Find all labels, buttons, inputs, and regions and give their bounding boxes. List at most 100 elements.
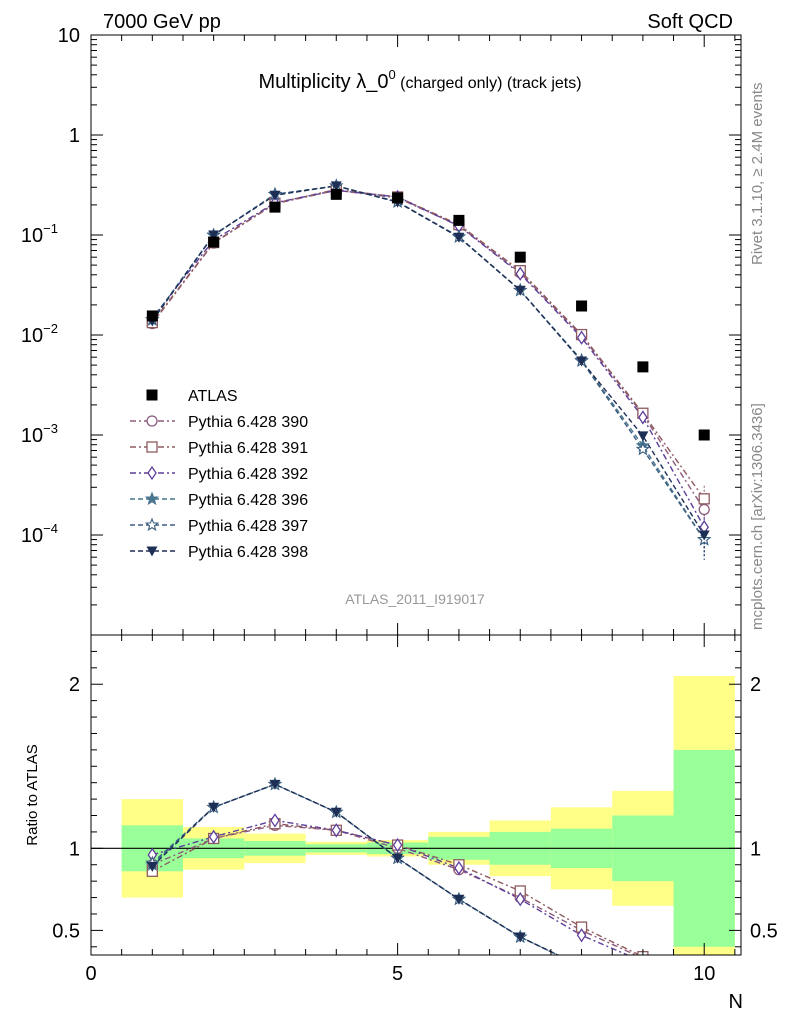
mc-line [151,185,705,540]
ratio-line [152,819,630,955]
ratio-point [331,823,342,838]
ratio-ylabel: Ratio to ATLAS [24,744,41,845]
chart-title-rest: (charged only) (track jets) [396,75,582,92]
ratio-y-tick-label-right: 0.5 [750,920,778,942]
ratio-point [637,980,648,991]
mc-line [151,185,705,540]
y-tick-label-exp: −1 [43,221,58,236]
ratio-line [152,824,638,955]
ratio-point [208,802,220,813]
legend-marker [147,465,157,481]
ratio-line [151,783,560,955]
ratio-point [642,954,644,955]
ratio-point [576,960,587,971]
legend-marker [146,546,158,557]
header-left: 7000 GeV pp [103,11,221,33]
legend-marker [146,441,158,453]
ratio-point [576,960,587,971]
main-series [145,178,712,560]
data-point [208,236,220,248]
mc-point [637,431,649,442]
ratio-point [453,894,465,905]
mc-line [151,189,705,510]
legend-marker [146,389,158,401]
mc-point [208,230,220,241]
mc-point [330,181,342,192]
y-tick-label: 10−2 [21,321,58,347]
mc-point [515,266,526,281]
ratio-point [637,975,648,985]
y-tick-label-base: 10 [21,525,43,547]
ratio-ticks: 0.5 0.5 1 1 2 2 [52,635,778,955]
y-tick-label-exp: −3 [43,421,58,436]
y-tick-label-exp: −4 [43,521,58,536]
mc-point [698,493,710,505]
ratio-point [270,813,280,828]
ratio-series [145,776,710,1003]
data-point [392,192,404,204]
data-point [514,251,526,263]
ratio-point [514,932,526,943]
ratio-y-tick-label-left: 0.5 [52,920,80,942]
data-point [576,300,588,312]
mc-line [151,185,705,536]
ratio-point [700,987,708,999]
x-tick-label: 0 [85,963,96,985]
data-point [330,188,342,200]
y-tick-label-base: 10 [21,425,43,447]
x-tick-label: 5 [392,963,403,985]
data-point [146,310,158,322]
mc-point [453,232,465,243]
ratio-line [151,822,642,955]
analysis-id: ATLAS_2011_I919017 [345,591,485,607]
mc-line [151,189,705,528]
mc-point [576,330,587,345]
header-right: Soft QCD [647,11,733,33]
y-tick-label: 10−4 [21,521,58,547]
ratio-point [208,829,219,845]
rivet-version-label: Rivet 3.1.10, ≥ 2.4M events [749,83,766,266]
ratio-bands [91,676,741,955]
mc-point [514,285,526,296]
legend-label: Pythia 6.428 390 [188,414,308,431]
y-tick-label: 10−3 [21,421,58,447]
y-tick-label-exp: −2 [43,321,58,336]
y-tick-label-base: 10 [21,325,43,347]
ratio-point [392,853,404,864]
data-point [698,429,710,441]
chart-title: Multiplicity λ_00 (charged only) (track … [258,67,581,93]
ratio-point [699,992,710,1003]
y-tick-label: 10−1 [21,221,58,247]
ratio-point [330,807,342,818]
legend-label: Pythia 6.428 391 [188,440,308,457]
mc-point [269,190,281,201]
mc-point [576,356,588,367]
ratio-frame [90,634,742,956]
x-axis-labels: 0 5 10 [85,963,715,985]
ratio-y-tick-label-right: 2 [750,674,761,696]
mc-point [635,441,651,456]
x-tick-label: 10 [693,963,715,985]
mc-line [151,188,705,500]
y-tick-label: 10 [58,25,80,47]
data-point [453,214,465,226]
mcplots-label: mcplots.cern.ch [arXiv:1306.3436] [749,403,766,630]
ratio-point [269,779,281,790]
legend-label: Pythia 6.428 396 [188,492,308,509]
legend-label: Pythia 6.428 397 [188,518,308,535]
mc-point [698,530,710,541]
ratio-panel: 0.5 0.5 1 1 2 2 Ratio to ATLAS [24,634,778,1003]
ratio-point [699,992,710,1003]
y-tick-label-base: 10 [21,225,43,247]
legend-marker [144,491,160,506]
legend-label: ATLAS [188,388,238,405]
ratio-point [515,892,526,907]
data-point [637,361,649,373]
mc-point [638,410,648,425]
legend-label: Pythia 6.428 398 [188,544,308,561]
mc-point [698,503,710,516]
chart-title-sup: 0 [388,67,395,82]
